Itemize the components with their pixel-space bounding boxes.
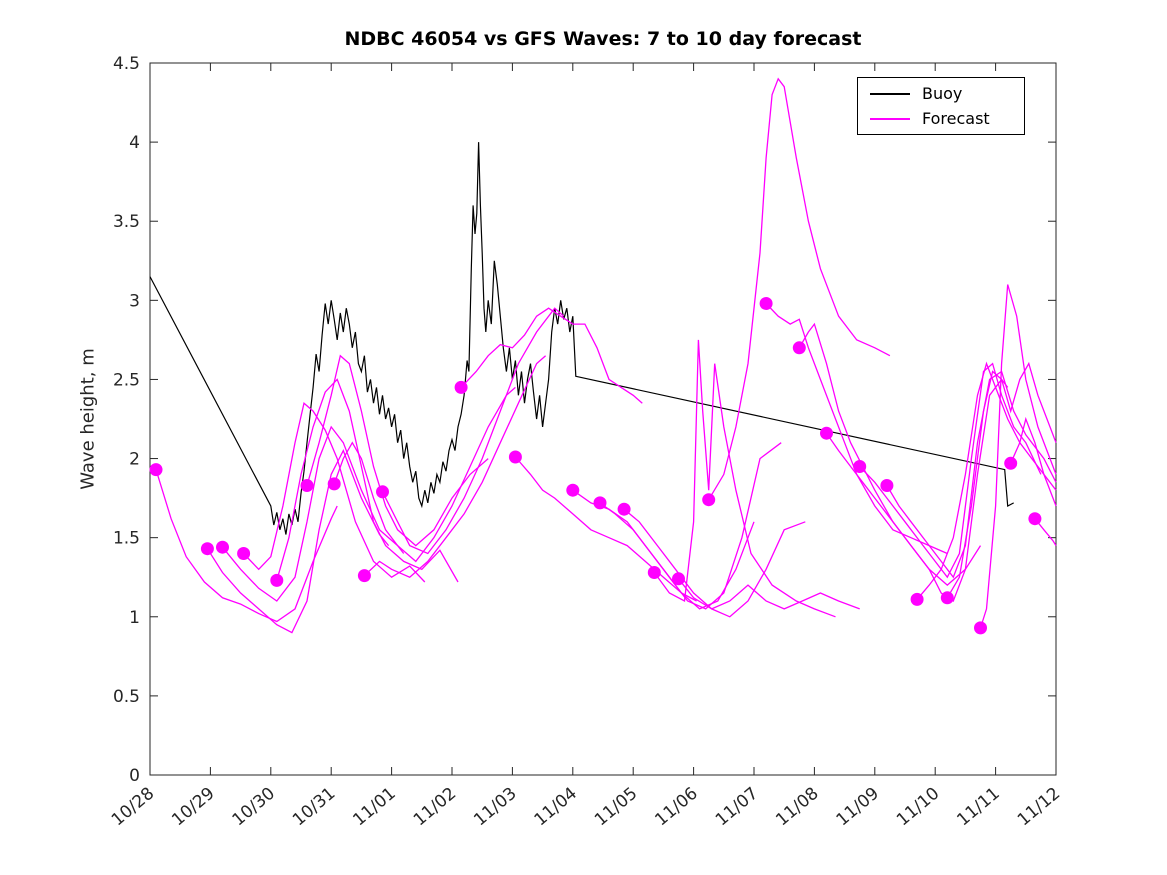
chart-title: NDBC 46054 vs GFS Waves: 7 to 10 day for… xyxy=(344,28,862,50)
forecast-run-line xyxy=(206,448,390,634)
x-tick-label: 11/10 xyxy=(893,784,943,831)
x-tick-label: 11/11 xyxy=(953,784,1003,831)
forecast-start-marker xyxy=(1028,512,1042,526)
forecast-start-marker xyxy=(880,479,894,492)
x-tick-label: 11/08 xyxy=(772,784,822,831)
forecast-start-marker xyxy=(672,572,685,586)
x-tick-label: 10/29 xyxy=(168,784,218,831)
legend-entry-forecast: Forecast xyxy=(858,109,1024,128)
forecast-run-line xyxy=(708,77,891,501)
forecast-start-marker xyxy=(647,566,661,579)
y-tick-label: 3.5 xyxy=(113,212,140,232)
x-tick-label: 11/02 xyxy=(410,784,460,831)
forecast-run-line xyxy=(363,355,547,578)
x-tick-label: 11/03 xyxy=(470,784,520,831)
forecast-run-line xyxy=(381,307,565,555)
x-tick-label: 11/07 xyxy=(712,784,762,831)
forecast-start-marker xyxy=(1004,456,1018,470)
forecast-line-swatch xyxy=(870,117,910,120)
forecast-run-line xyxy=(979,284,1057,629)
forecast-start-marker xyxy=(376,485,389,499)
forecast-run-line xyxy=(276,378,459,583)
forecast-run-line xyxy=(677,578,860,610)
forecast-run-line xyxy=(946,361,1057,599)
y-tick-label: 2 xyxy=(129,450,140,470)
x-tick-label: 11/04 xyxy=(531,784,581,831)
forecast-run-line xyxy=(599,442,782,610)
x-tick-label: 11/06 xyxy=(651,784,701,831)
forecast-start-marker xyxy=(454,380,468,394)
forecast-run-line xyxy=(825,378,1009,602)
y-tick-label: 0 xyxy=(129,766,140,786)
forecast-run-line xyxy=(1010,416,1057,507)
forecast-start-marker xyxy=(149,463,163,477)
forecast-start-marker xyxy=(327,477,341,491)
forecast-start-marker xyxy=(593,496,607,510)
forecast-start-marker xyxy=(617,502,631,516)
legend-label-forecast: Forecast xyxy=(922,109,990,128)
x-tick-label: 10/30 xyxy=(229,784,279,831)
y-axis-label: Wave height, m xyxy=(77,348,99,490)
forecast-run-line xyxy=(243,401,426,583)
x-tick-label: 11/12 xyxy=(1014,784,1064,831)
y-tick-label: 4 xyxy=(129,133,140,153)
forecast-run-line xyxy=(1034,518,1057,546)
forecast-start-marker xyxy=(853,460,867,473)
forecast-run-line xyxy=(886,370,1057,579)
forecast-run-line xyxy=(155,469,338,623)
forecast-start-marker xyxy=(940,591,954,605)
y-tick-label: 1 xyxy=(129,608,140,628)
y-tick-label: 0.5 xyxy=(113,687,140,707)
forecast-start-marker xyxy=(300,479,314,492)
forecast-run-line xyxy=(798,322,982,586)
x-tick-label: 11/09 xyxy=(833,784,883,831)
forecast-run-line xyxy=(765,303,948,555)
x-tick-label: 10/31 xyxy=(289,784,339,831)
axes-box xyxy=(149,62,1057,776)
forecast-start-marker xyxy=(357,569,371,583)
forecast-start-marker xyxy=(270,573,284,587)
y-tick-label: 3 xyxy=(129,291,140,311)
forecast-run-line xyxy=(460,307,643,404)
forecast-start-marker xyxy=(820,426,833,440)
forecast-start-marker xyxy=(792,341,806,355)
legend-label-buoy: Buoy xyxy=(922,84,963,103)
forecast-run-line xyxy=(514,456,697,602)
x-tick-label: 10/28 xyxy=(108,784,158,831)
x-tick-label: 11/05 xyxy=(591,784,641,831)
legend-entry-buoy: Buoy xyxy=(858,84,1024,103)
forecast-start-marker xyxy=(216,540,229,554)
forecast-start-marker xyxy=(566,483,580,497)
forecast-start-marker xyxy=(237,547,251,560)
forecast-run-line xyxy=(333,386,516,563)
x-tick-label: 11/01 xyxy=(349,784,399,831)
buoy-line-swatch xyxy=(870,92,910,95)
y-tick-label: 1.5 xyxy=(113,529,140,549)
forecast-start-marker xyxy=(508,450,522,464)
y-tick-label: 2.5 xyxy=(113,370,140,390)
forecast-start-marker xyxy=(974,621,987,635)
forecast-start-marker xyxy=(759,297,773,310)
y-tick-label: 4.5 xyxy=(113,54,140,74)
forecast-run-line xyxy=(653,339,836,618)
forecast-start-marker xyxy=(702,493,716,507)
forecast-start-marker xyxy=(910,592,924,606)
forecast-run-line xyxy=(859,362,1042,579)
buoy-series-line xyxy=(149,142,1014,535)
forecast-run-line xyxy=(916,361,1057,600)
forecast-run-line xyxy=(221,425,405,602)
legend: Buoy Forecast xyxy=(857,77,1025,135)
forecast-start-marker xyxy=(200,542,214,556)
